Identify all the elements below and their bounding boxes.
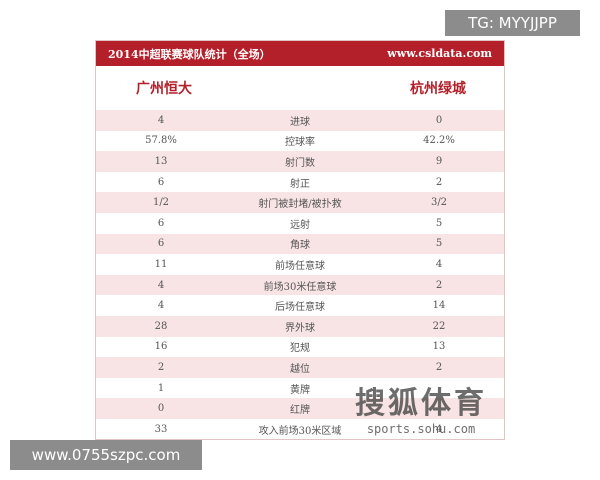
team: 广州恒大 xyxy=(136,81,192,97)
stat-label: 黄牌 xyxy=(290,384,310,396)
stat-value: 1/2 xyxy=(152,197,170,209)
row: 4 进球 0 xyxy=(96,110,504,131)
row: 1 黄牌 xyxy=(96,378,504,399)
stat-value: 33 xyxy=(154,423,168,435)
stat-value: 28 xyxy=(154,320,168,332)
stat-label: 前场30米任意球 xyxy=(263,281,337,293)
stat-value: 11 xyxy=(154,258,168,270)
stat-label: 进球 xyxy=(290,116,310,128)
stat-label: 控球率 xyxy=(285,137,315,149)
stat-value: 2 xyxy=(435,361,443,373)
row: 57.8% 控球率 42.2% xyxy=(96,131,504,152)
stat-value: 14 xyxy=(432,300,446,312)
row: 13 射门数 9 xyxy=(96,151,504,172)
stat-label: 界外球 xyxy=(285,322,315,334)
stat-value: 13 xyxy=(432,341,446,353)
title: 2014中超联赛球队统计（全场） xyxy=(108,47,271,61)
stat-value: 4 xyxy=(435,423,443,435)
stat-value: 4 xyxy=(157,114,165,126)
stat-value: 2 xyxy=(435,279,443,291)
row: 2 越位 2 xyxy=(96,357,504,378)
row: 6 角球 5 xyxy=(96,233,504,255)
stat-value: 57.8% xyxy=(145,135,177,147)
stat-label: 前场任意球 xyxy=(275,260,325,272)
stat-value: 4 xyxy=(157,279,165,291)
stat-value: 9 xyxy=(435,155,443,167)
stat-label: 攻入前场30米区域 xyxy=(258,425,342,437)
stat-label: 后场任意球 xyxy=(275,302,325,314)
stat-value: 13 xyxy=(154,155,168,167)
stat-value: 6 xyxy=(157,238,165,250)
stat-value: 42.2% xyxy=(423,135,455,147)
stat-value: 5 xyxy=(435,238,443,250)
row: 28 界外球 22 xyxy=(96,315,504,337)
row: 6 远射 5 xyxy=(96,213,504,234)
stat-value: 6 xyxy=(157,176,165,188)
stat-value: 4 xyxy=(157,300,165,312)
stat-value: 6 xyxy=(157,217,165,229)
stat-label: 远射 xyxy=(290,219,310,231)
stat-value: 3/2 xyxy=(430,197,448,209)
site: www.csldata.com xyxy=(387,47,492,60)
stat-label: 射正 xyxy=(290,178,310,190)
header: 2014中超联赛球队统计（全场） www.csldata.com xyxy=(96,41,504,66)
stat-label: 角球 xyxy=(290,240,310,252)
team: 杭州绿城 xyxy=(410,81,466,97)
sohu-watermark: 搜狐体育 sports.sohu.com xyxy=(355,378,487,436)
sohu-logo: 搜狐体育 xyxy=(355,386,487,421)
stat-value: 5 xyxy=(435,217,443,229)
stat-value: 16 xyxy=(154,341,168,353)
stat-value: 1 xyxy=(157,382,165,394)
stat-label: 射门数 xyxy=(285,157,315,169)
stat-value: 0 xyxy=(157,403,165,415)
stat-label: 越位 xyxy=(290,363,310,375)
row: 4 后场任意球 14 xyxy=(96,295,504,316)
sohu-site: sports.sohu.com xyxy=(366,422,476,436)
stat-value: 2 xyxy=(157,361,165,373)
row: 11 前场任意球 4 xyxy=(96,254,504,275)
stats-table: 2014中超联赛球队统计（全场） www.csldata.com 广州恒大 杭州… xyxy=(95,40,505,440)
row: 6 射正 2 xyxy=(96,172,504,193)
row: 1/2 射门被封堵/被扑救 3/2 xyxy=(96,192,504,213)
row: 4 前场30米任意球 2 xyxy=(96,274,504,296)
teams: 广州恒大 杭州绿城 xyxy=(96,66,504,110)
watermark: www.0755szpc.com xyxy=(10,440,202,470)
stat-value: 0 xyxy=(435,114,443,126)
stat-value: 22 xyxy=(432,320,446,332)
stat-value: 4 xyxy=(435,258,443,270)
stat-label: 射门被封堵/被扑救 xyxy=(258,199,342,211)
stat-value: 2 xyxy=(435,176,443,188)
row: 16 犯规 13 xyxy=(96,337,504,358)
stat-label: 犯规 xyxy=(290,343,310,355)
watermark: TG: MYYJJPP xyxy=(445,10,580,36)
row: 0 红牌 xyxy=(96,398,504,419)
rows: 4 进球 0 57.8% 控球率 42.2% 13 射门数 9 6 射正 2 1/2 射门被封堵/被扑救 3… xyxy=(96,110,504,440)
row: 33 攻入前场30米区域 4 xyxy=(96,419,504,440)
stat-label: 红牌 xyxy=(290,405,310,417)
